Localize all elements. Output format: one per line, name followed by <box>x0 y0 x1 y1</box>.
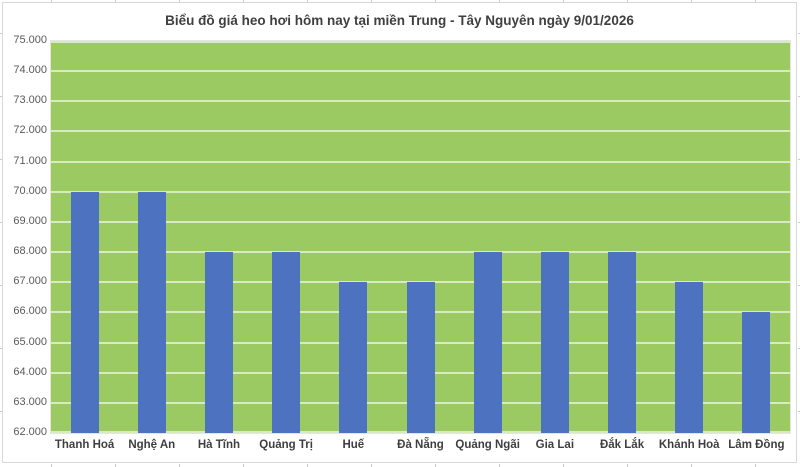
bar-8 <box>541 252 569 433</box>
y-tick-label: 68.000 <box>13 245 47 258</box>
bar-5 <box>339 282 367 433</box>
x-tick-label: Huế <box>342 439 365 451</box>
y-tick-label: 63.000 <box>13 395 47 408</box>
x-tick-label: Đà Nẵng <box>397 439 444 451</box>
x-tick-label: Thanh Hoá <box>54 439 115 451</box>
y-gridline <box>51 190 790 193</box>
y-axis-labels: 75.000 74.000 73.000 72.000 71.000 70.000 69.0… <box>3 34 47 438</box>
y-tick-label: 67.000 <box>13 275 47 288</box>
bar-3 <box>205 252 233 433</box>
y-tick-label: 69.000 <box>13 214 47 227</box>
sheet-gridline-ticks-right <box>798 0 800 467</box>
bar-10 <box>675 282 703 433</box>
y-tick-label: 66.000 <box>13 305 47 318</box>
y-tick-label: 72.000 <box>13 124 47 137</box>
sheet-gridline-ticks-left <box>0 0 2 467</box>
y-gridline <box>51 70 790 73</box>
x-tick-label: Đắk Lắk <box>599 439 645 451</box>
y-tick-label: 74.000 <box>13 64 47 77</box>
x-tick-label: Nghệ An <box>128 439 176 451</box>
y-gridline <box>51 251 790 254</box>
x-tick-label: Hà Tĩnh <box>197 439 241 451</box>
chart-title: Biểu đồ giá heo hơi hôm nay tại miền Tru… <box>165 13 634 28</box>
x-axis-labels: Thanh Hoá Nghệ An Hà Tĩnh Quảng Trị Huế Đà Nẵ… <box>51 437 790 457</box>
y-tick-label: 73.000 <box>13 94 47 107</box>
sheet-gridline-ticks-bottom <box>0 464 800 467</box>
y-tick-label: 71.000 <box>13 154 47 167</box>
bar-9 <box>608 252 636 433</box>
y-tick-label: 62.000 <box>13 426 47 438</box>
bar-4 <box>272 252 300 433</box>
x-tick-label: Quảng Trị <box>259 439 313 451</box>
y-gridline <box>51 100 790 103</box>
y-tick-label: 64.000 <box>13 365 47 378</box>
y-tick-label: 75.000 <box>13 34 47 46</box>
y-gridline <box>51 41 790 43</box>
y-tick-label: 70.000 <box>13 184 47 197</box>
x-tick-label: Khánh Hoà <box>658 439 720 451</box>
plot-area <box>50 40 791 434</box>
y-gridline <box>51 160 790 163</box>
y-gridline <box>51 130 790 133</box>
x-tick-label: Quảng Ngãi <box>455 439 520 451</box>
sheet-gridline-ticks-top <box>0 0 800 2</box>
bar-2 <box>138 192 166 433</box>
bar-7 <box>474 252 502 433</box>
bar-1 <box>71 192 99 433</box>
bar-6 <box>407 282 435 433</box>
bar-11 <box>742 312 770 433</box>
y-gridline <box>51 220 790 223</box>
x-tick-label: Lâm Đồng <box>728 439 785 451</box>
x-tick-label: Gia Lai <box>535 439 575 451</box>
y-tick-label: 65.000 <box>13 335 47 348</box>
